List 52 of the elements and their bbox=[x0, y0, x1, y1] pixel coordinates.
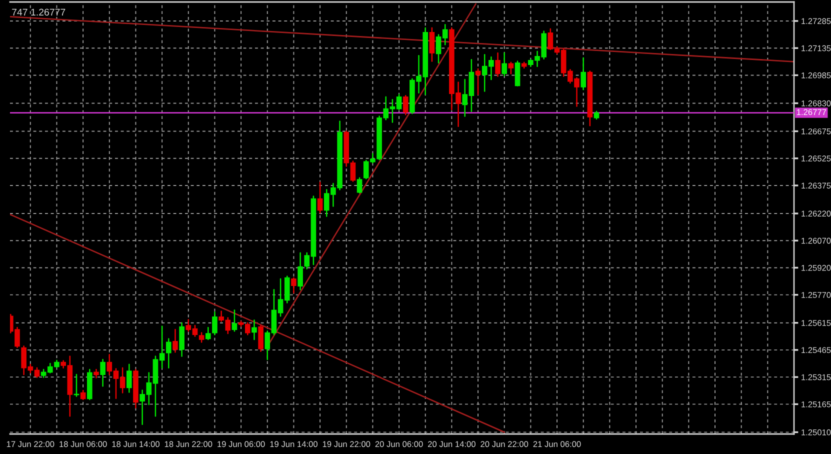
y-tick-label: 1.26525 bbox=[802, 156, 831, 162]
x-tick-label: 21 Jun 06:00 bbox=[533, 441, 581, 448]
x-tick-label: 17 Jun 22:00 bbox=[6, 441, 54, 448]
annotation: 747 1.26777 bbox=[12, 8, 66, 16]
candlestick bbox=[212, 312, 218, 336]
y-tick-label: 1.26220 bbox=[802, 210, 831, 217]
candlestick bbox=[580, 57, 586, 90]
candlestick bbox=[495, 52, 500, 77]
y-tick-label: 1.25165 bbox=[802, 401, 831, 408]
candlestick bbox=[126, 364, 132, 393]
y-tick-label: 1.25920 bbox=[802, 264, 831, 271]
x-tick-label: 19 Jun 14:00 bbox=[270, 441, 318, 448]
candlestick bbox=[356, 177, 362, 194]
candlestick bbox=[179, 322, 184, 357]
y-tick-label: 1.25770 bbox=[802, 292, 831, 298]
candlestick bbox=[475, 68, 481, 96]
y-tick-label: 1.25315 bbox=[802, 374, 831, 380]
candlestick bbox=[258, 324, 264, 352]
y-tick-label: 1.26830 bbox=[802, 100, 831, 106]
y-tick-label: 1.25465 bbox=[802, 347, 831, 354]
candlestick bbox=[291, 277, 296, 294]
y-tick-label: 1.26675 bbox=[802, 128, 831, 134]
y-tick-label: 1.27135 bbox=[802, 45, 831, 52]
candlestick bbox=[508, 62, 514, 74]
y-tick-label: 1.27285 bbox=[802, 18, 831, 24]
candlestick bbox=[298, 252, 303, 290]
candlestick bbox=[232, 310, 238, 332]
x-tick-label: 18 Jun 06:00 bbox=[60, 441, 107, 448]
x-tick-label: 20 Jun 22:00 bbox=[480, 441, 528, 448]
x-tick-label: 18 Jun 14:00 bbox=[112, 441, 160, 448]
candlestick bbox=[402, 95, 408, 116]
candlestick bbox=[80, 390, 86, 400]
candlestick bbox=[100, 358, 106, 387]
candlestick bbox=[205, 326, 211, 340]
y-tick-label: 1.26375 bbox=[802, 182, 831, 189]
x-tick-label: 20 Jun 06:00 bbox=[375, 441, 423, 448]
candlestick bbox=[252, 320, 257, 340]
candlestick bbox=[502, 52, 508, 76]
x-tick-label: 20 Jun 14:00 bbox=[428, 441, 476, 448]
y-tick-label: 1.25615 bbox=[802, 320, 831, 326]
candlestick bbox=[514, 60, 520, 86]
x-tick-label: 19 Jun 06:00 bbox=[218, 441, 265, 448]
candlestick bbox=[317, 182, 323, 214]
candlestick bbox=[198, 332, 204, 343]
x-tick-label: 18 Jun 22:00 bbox=[164, 441, 212, 448]
y-tick-label: 1.26070 bbox=[802, 238, 831, 244]
y-tick-label: 1.26985 bbox=[802, 72, 831, 78]
candlestick bbox=[172, 328, 178, 353]
ref-line-label: 1.26777 bbox=[796, 109, 826, 116]
candlestick bbox=[429, 27, 435, 62]
x-tick-label: 19 Jun 22:00 bbox=[322, 441, 370, 448]
y-tick-label: 1.25010 bbox=[802, 429, 831, 436]
